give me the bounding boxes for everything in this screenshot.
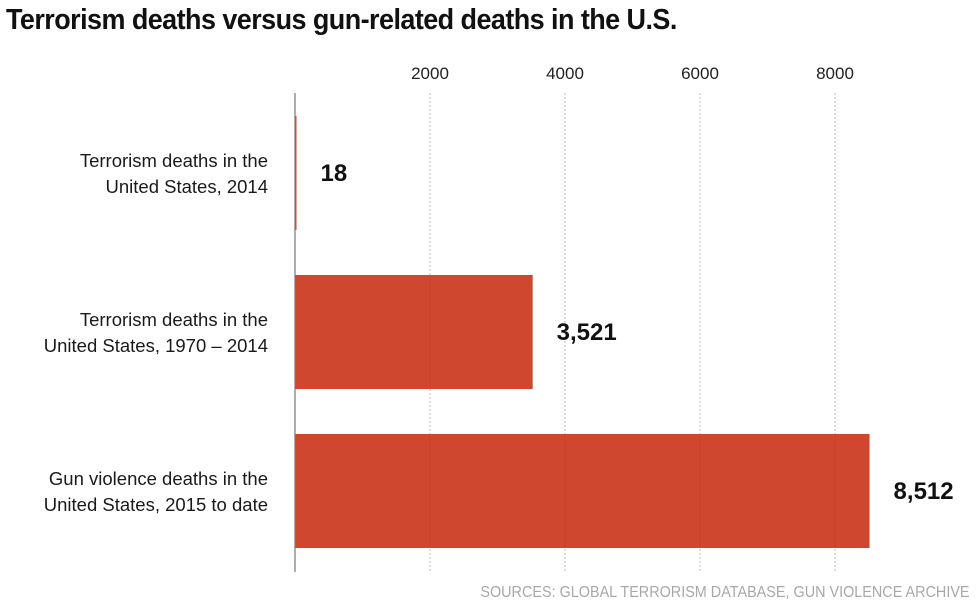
tick-label-4000: 4000	[546, 64, 584, 83]
category-label-1: Terrorism deaths in the United States, 19…	[44, 309, 268, 356]
chart-title: Terrorism deaths versus gun-related deat…	[6, 4, 677, 36]
tick-label-6000: 6000	[681, 64, 719, 83]
x-axis-ticks: 2000 4000 6000 8000	[411, 64, 854, 83]
category-label-2-line-0: Gun violence deaths in the	[49, 468, 268, 489]
value-labels: 18 3,521 8,512	[321, 160, 954, 505]
category-label-0-line-0: Terrorism deaths in the	[80, 150, 268, 171]
tick-label-2000: 2000	[411, 64, 449, 83]
category-label-2-line-1: United States, 2015 to date	[44, 494, 268, 515]
category-labels: Terrorism deaths in the United States, 20…	[44, 150, 268, 515]
category-label-1-line-0: Terrorism deaths in the	[80, 309, 268, 330]
bars	[295, 116, 870, 548]
category-label-0-line-1: United States, 2014	[106, 176, 269, 197]
category-label-1-line-1: United States, 1970 – 2014	[44, 335, 268, 356]
category-label-0: Terrorism deaths in the United States, 20…	[80, 150, 268, 197]
bar-0	[295, 116, 297, 230]
value-label-2: 8,512	[894, 478, 954, 505]
category-label-2: Gun violence deaths in the United States,…	[44, 468, 268, 515]
tick-label-8000: 8000	[816, 64, 854, 83]
bar-1	[295, 275, 533, 389]
value-label-1: 3,521	[557, 319, 617, 346]
source-note: SOURCES: GLOBAL TERRORISM DATABASE, GUN …	[480, 584, 970, 601]
value-label-0: 18	[321, 160, 348, 187]
bar-2	[295, 434, 870, 548]
